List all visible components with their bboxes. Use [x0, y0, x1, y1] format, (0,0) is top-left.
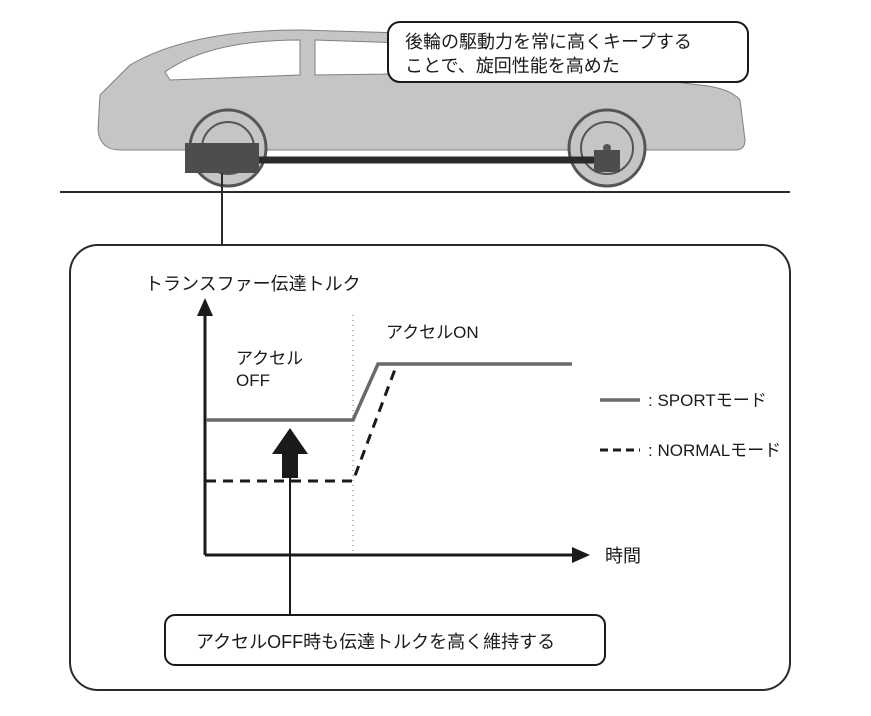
x-axis-label: 時間	[605, 546, 641, 566]
callout-bottom: アクセルOFF時も伝達トルクを高く維持する	[165, 615, 605, 665]
legend-normal-label: : NORMALモード	[648, 441, 781, 460]
label-accel-off-2: OFF	[236, 371, 270, 390]
callout-top-line1: 後輪の駆動力を常に高くキープする	[405, 32, 692, 52]
chart-title: トランスファー伝達トルク	[145, 274, 361, 294]
label-accel-off-1: アクセル	[236, 349, 303, 368]
transfer-box	[185, 143, 259, 173]
callout-top-line2: ことで、旋回性能を高めた	[405, 56, 620, 76]
diagram-canvas: 後輪の駆動力を常に高くキープする ことで、旋回性能を高めた トランスファー伝達ト…	[0, 0, 871, 716]
label-accel-on: アクセルON	[386, 323, 479, 342]
callout-bottom-text: アクセルOFF時も伝達トルクを高く維持する	[196, 632, 555, 652]
legend-sport-label: : SPORTモード	[648, 391, 767, 410]
rear-wheel	[569, 110, 645, 186]
callout-top: 後輪の駆動力を常に高くキープする ことで、旋回性能を高めた	[388, 22, 748, 82]
rear-diff-box	[594, 150, 620, 172]
